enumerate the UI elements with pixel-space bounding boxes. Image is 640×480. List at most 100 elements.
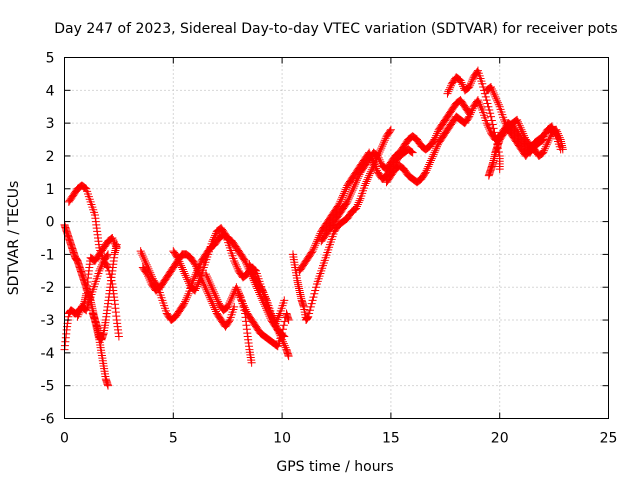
data-point (211, 307, 220, 316)
series-track-p (484, 115, 567, 180)
series-track-l (317, 96, 474, 246)
data-point (279, 321, 288, 330)
data-point (281, 343, 290, 352)
data-point (234, 289, 243, 298)
data-point (173, 253, 182, 262)
series-track-j (288, 125, 395, 325)
data-point (363, 175, 372, 184)
data-point (372, 164, 381, 173)
data-point (352, 202, 361, 211)
data-point (456, 76, 465, 85)
data-point (112, 240, 121, 249)
y-tick-label: -6 (41, 412, 55, 428)
data-point (178, 265, 187, 274)
data-point (74, 310, 83, 319)
data-point (261, 292, 270, 301)
data-point (109, 235, 118, 244)
data-point (485, 106, 494, 115)
data-point (278, 329, 287, 338)
data-point (210, 233, 219, 242)
data-point (98, 258, 107, 267)
data-point (241, 305, 250, 314)
y-tick-label: 1 (46, 182, 55, 198)
data-point (203, 274, 212, 283)
data-point (232, 262, 241, 271)
data-point (274, 313, 283, 322)
data-point (311, 286, 320, 295)
x-tick-label: 10 (273, 431, 291, 447)
data-point (334, 201, 343, 210)
data-point (425, 160, 434, 169)
data-point (355, 170, 364, 179)
data-point (370, 160, 379, 169)
data-point (280, 341, 289, 350)
data-point (103, 251, 112, 260)
chart-title: Day 247 of 2023, Sidereal Day-to-day VTE… (54, 21, 617, 37)
data-point (81, 184, 90, 193)
data-point (406, 147, 415, 156)
data-point (446, 81, 455, 90)
grid-lines (64, 57, 609, 419)
data-point (136, 247, 145, 256)
data-point (212, 293, 221, 302)
data-point (224, 300, 233, 309)
data-point (484, 102, 493, 111)
data-point (141, 258, 150, 267)
data-point (209, 235, 218, 244)
data-point (202, 272, 211, 281)
data-point (182, 293, 191, 302)
data-point (144, 272, 153, 281)
data-point (422, 166, 431, 175)
data-point (520, 133, 529, 142)
data-point (518, 127, 527, 136)
data-point (184, 277, 193, 286)
data-point (344, 195, 353, 204)
data-point (489, 88, 498, 97)
data-point (308, 296, 317, 305)
data-point (138, 251, 147, 260)
data-point (191, 284, 200, 293)
data-point (481, 92, 490, 101)
series-track-i (234, 289, 293, 351)
data-point (369, 158, 378, 167)
data-point (183, 275, 192, 284)
data-point (309, 245, 318, 254)
data-point (181, 297, 190, 306)
data-point (475, 100, 484, 109)
data-point (252, 276, 261, 285)
x-axis-label: GPS time / hours (276, 459, 393, 475)
data-point (225, 298, 234, 307)
data-point (307, 248, 316, 257)
data-point (180, 269, 189, 278)
data-point (183, 291, 192, 300)
data-point (239, 301, 248, 310)
data-point (517, 125, 526, 134)
data-point (380, 136, 389, 145)
data-point (192, 282, 201, 291)
data-point (543, 138, 552, 147)
data-point (482, 119, 491, 128)
data-point (554, 131, 563, 140)
data-point (515, 121, 524, 130)
data-point (355, 196, 364, 205)
data-point (465, 112, 474, 121)
data-point (352, 176, 361, 185)
data-point (339, 189, 348, 198)
data-point (211, 231, 220, 240)
data-point (430, 135, 439, 144)
data-point (341, 185, 350, 194)
data-point (407, 148, 416, 157)
data-point (181, 271, 190, 280)
data-point (379, 140, 388, 149)
data-point (228, 291, 237, 300)
data-point (466, 79, 475, 88)
data-point (519, 129, 528, 138)
data-point (490, 90, 499, 99)
data-point (278, 325, 287, 334)
data-point (554, 129, 563, 138)
data-point (75, 308, 84, 317)
data-point (477, 104, 486, 113)
data-point (492, 94, 501, 103)
data-point (433, 142, 442, 151)
